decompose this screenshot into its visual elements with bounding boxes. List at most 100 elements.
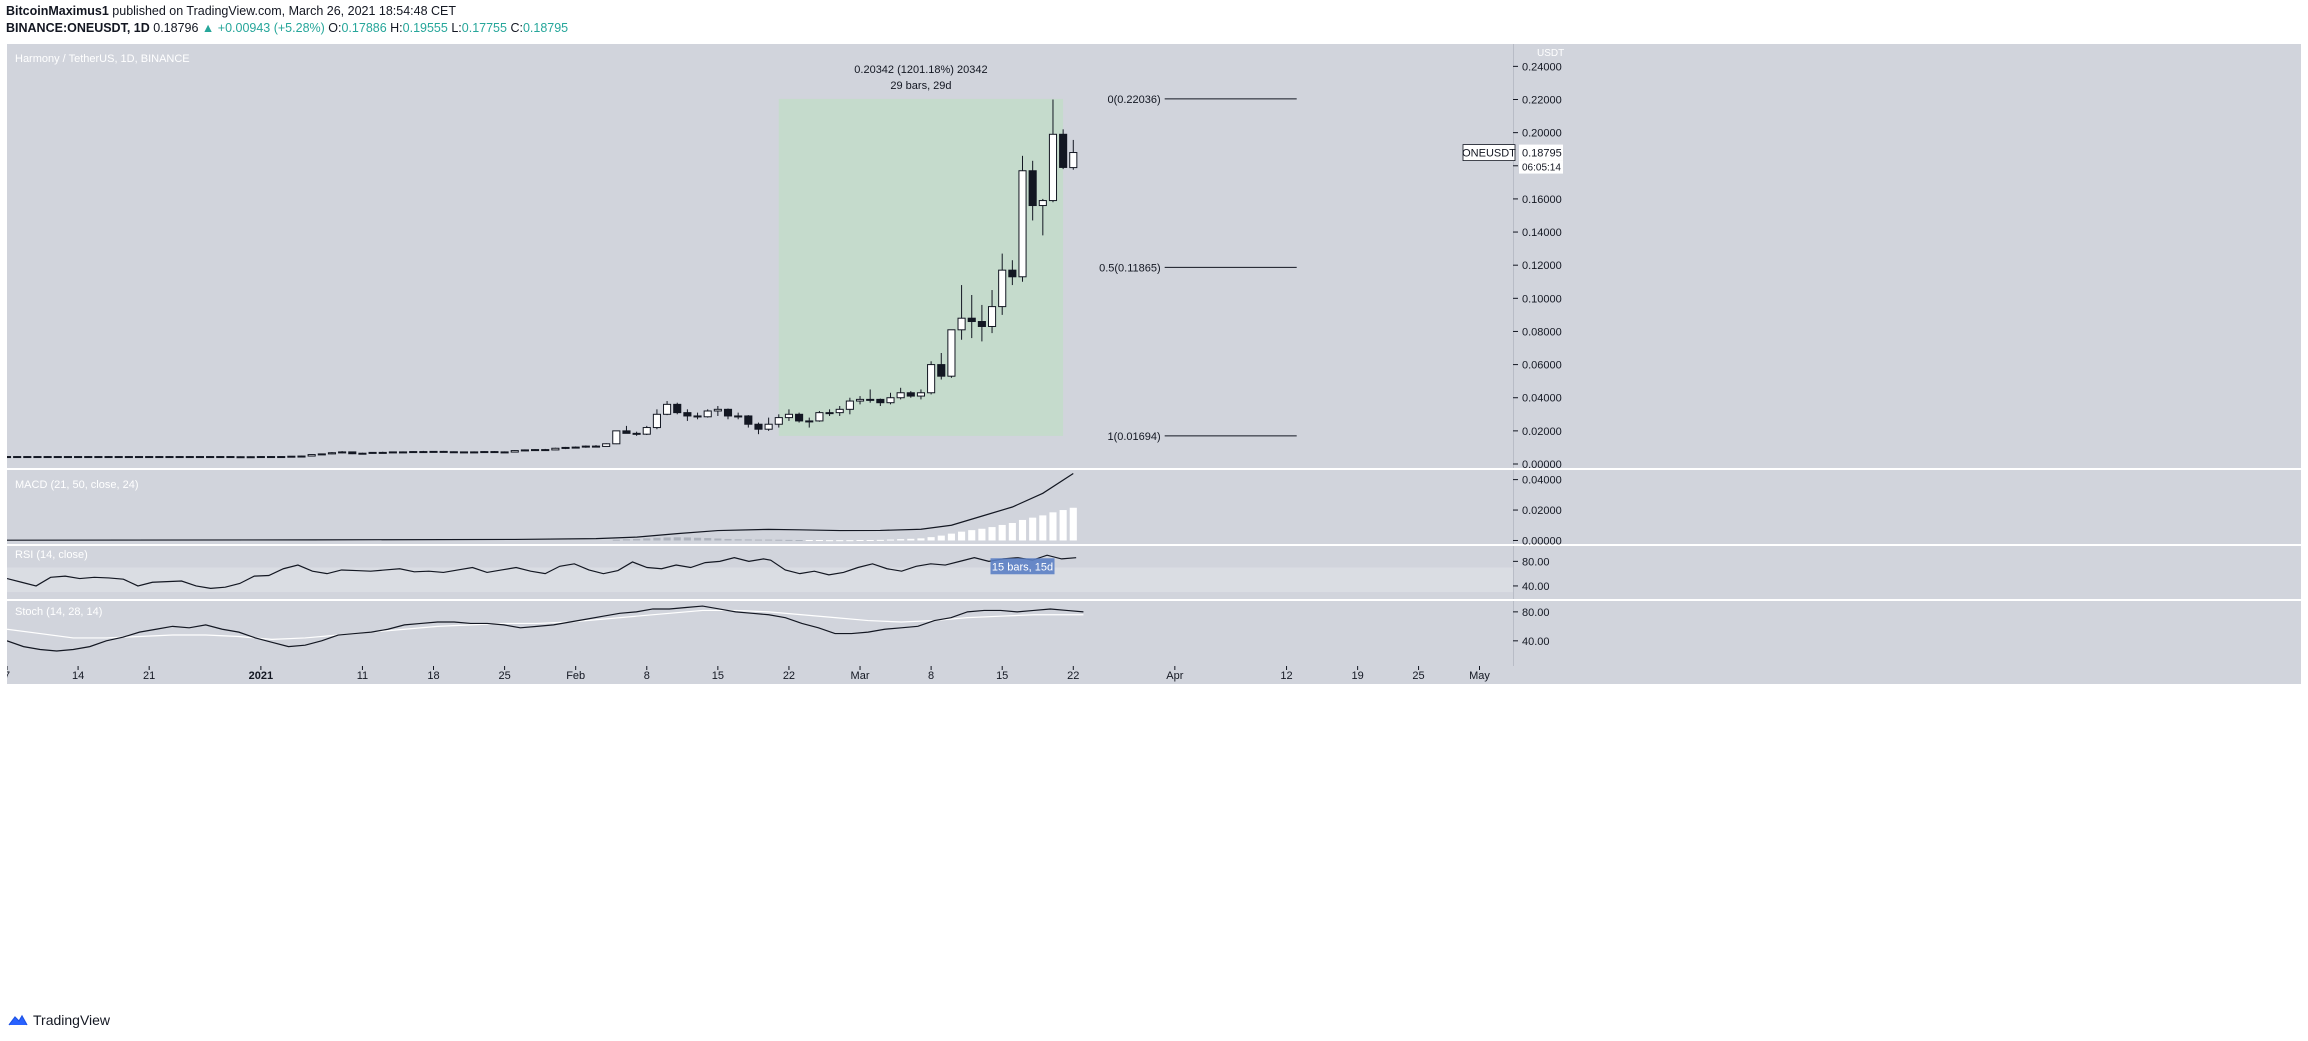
macd-histogram-bar xyxy=(917,538,925,541)
candle-body xyxy=(216,456,225,459)
macd-histogram-bar xyxy=(643,538,651,541)
macd-histogram-bar xyxy=(1018,519,1027,541)
price-tick-label: 0.08000 xyxy=(1522,326,1562,338)
tradingview-brand[interactable]: TradingView xyxy=(33,1012,111,1028)
macd-histogram-bar xyxy=(785,539,793,541)
rsi-range-badge-text: 15 bars, 15d xyxy=(992,561,1053,573)
price-chart[interactable]: 0.20342 (1201.18%) 20342 29 bars, 29d 0(0.… xyxy=(7,44,2301,1004)
candle-body xyxy=(713,408,722,412)
candle-body xyxy=(876,398,885,404)
rsi-label: RSI (14, close) xyxy=(15,549,88,561)
rsi-line xyxy=(7,554,1077,590)
close-label: C: xyxy=(510,21,523,35)
tradingview-logo-icon[interactable] xyxy=(8,1013,28,1027)
candle-body xyxy=(63,456,72,459)
candle-body xyxy=(7,456,12,459)
price-tick-label: 0.14000 xyxy=(1522,227,1562,239)
macd-histogram-bar xyxy=(795,540,803,542)
candle-body xyxy=(683,412,692,417)
candle-body xyxy=(896,392,905,399)
low-label: L: xyxy=(451,21,462,35)
candle-body xyxy=(551,447,560,451)
candle-body xyxy=(652,413,661,429)
pane-divider xyxy=(7,468,2301,470)
candle-body xyxy=(84,456,93,459)
candle-body xyxy=(1048,133,1058,202)
price-tick-label: 0.10000 xyxy=(1522,293,1562,305)
macd-histogram-bar xyxy=(958,531,966,541)
candle-body xyxy=(1059,133,1068,168)
candle-body xyxy=(835,408,844,414)
stoch-d-line xyxy=(7,609,1084,640)
lower-blank-area xyxy=(7,684,2301,1004)
candle-body xyxy=(74,456,83,459)
candle-body xyxy=(541,449,550,452)
macd-tick-label: 0.04000 xyxy=(1522,475,1562,487)
candle-body xyxy=(612,430,621,445)
candle-body xyxy=(94,456,103,459)
candle-body xyxy=(43,456,52,459)
candle-body xyxy=(947,329,956,377)
candle-body xyxy=(510,450,519,453)
macd-histogram-bar xyxy=(886,539,895,541)
last-price-label: 0.18795 xyxy=(1522,148,1562,160)
candle-body xyxy=(480,451,489,454)
macd-histogram-bar xyxy=(1049,512,1057,541)
candle-body xyxy=(581,445,590,448)
macd-histogram-bar xyxy=(775,539,783,541)
macd-histogram-bar xyxy=(663,537,671,541)
rsi-band xyxy=(7,567,1513,593)
price-tick-label: 0.04000 xyxy=(1522,393,1562,405)
time-tick-label: 8 xyxy=(644,670,650,682)
candle-body xyxy=(206,456,215,459)
countdown-bg xyxy=(1519,160,1563,174)
candle-body xyxy=(104,456,113,459)
price-tick-label: 0.22000 xyxy=(1522,95,1562,107)
macd-histogram-bar xyxy=(876,539,884,541)
macd-histogram-bar xyxy=(1029,517,1037,541)
candle-body xyxy=(33,456,42,459)
last-price-bg xyxy=(1519,144,1563,161)
stoch-tick-label: 40.00 xyxy=(1522,636,1550,648)
macd-histogram-bar xyxy=(612,539,620,541)
candle-body xyxy=(490,451,499,454)
candle-body xyxy=(124,456,133,459)
macd-histogram-bar xyxy=(734,539,742,541)
rsi-tick-label: 40.00 xyxy=(1522,581,1550,593)
pane-divider xyxy=(7,544,2301,546)
macd-histogram-bar xyxy=(693,537,702,541)
candle-body xyxy=(388,451,397,454)
time-tick-label: Apr xyxy=(1166,670,1183,682)
candle-body xyxy=(906,392,915,397)
range-measure-box xyxy=(778,98,1064,436)
candle-body xyxy=(145,456,154,459)
footer: TradingView xyxy=(8,1012,110,1028)
macd-histogram-bar xyxy=(704,538,712,541)
candle-body xyxy=(744,415,753,425)
candle-body xyxy=(459,451,469,454)
macd-histogram-bar xyxy=(1039,515,1047,541)
candle-body xyxy=(439,450,448,453)
range-measure-text-2: 29 bars, 29d xyxy=(890,80,951,92)
candle-body xyxy=(723,408,733,417)
macd-histogram-bar xyxy=(1008,522,1016,541)
close-value: 0.18795 xyxy=(522,21,569,35)
candle-body xyxy=(774,417,783,425)
candle-body xyxy=(591,445,601,448)
rsi-range-badge xyxy=(990,558,1055,575)
author-name[interactable]: BitcoinMaximus1 xyxy=(6,4,109,18)
candle-body xyxy=(307,454,316,457)
low-value: 0.17755 xyxy=(461,21,507,35)
candle-body xyxy=(277,456,286,459)
macd-histogram-bar xyxy=(714,538,722,541)
candle-body xyxy=(317,453,326,456)
time-tick-label: 7 xyxy=(7,670,10,682)
open-label: O: xyxy=(328,21,342,35)
candle-body xyxy=(886,397,895,404)
candle-body xyxy=(602,443,611,447)
candle-body xyxy=(642,427,651,435)
candle-body xyxy=(1008,269,1017,278)
time-tick-label: 12 xyxy=(1280,670,1292,682)
candle-body xyxy=(256,456,265,459)
publish-info: BitcoinMaximus1 published on TradingView… xyxy=(6,4,456,18)
